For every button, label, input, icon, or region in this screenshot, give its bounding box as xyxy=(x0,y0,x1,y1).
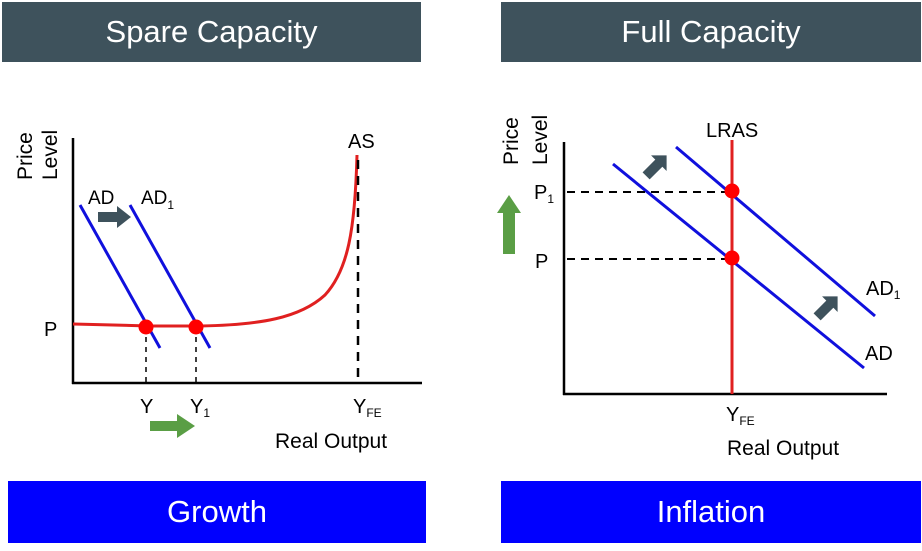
equilibrium-point-y xyxy=(138,319,154,335)
left-y-axis-label-level: Level xyxy=(39,130,62,180)
ad-line-right xyxy=(612,162,865,370)
ad-label: AD xyxy=(88,188,114,209)
p1-label: P1 xyxy=(534,182,554,206)
lras-label: LRAS xyxy=(706,120,758,142)
y-label: Y xyxy=(140,396,153,418)
output-growth-arrow-icon xyxy=(150,414,195,438)
ad-shift-arrow-icon xyxy=(98,206,131,228)
ad-label-right: AD xyxy=(865,343,893,365)
footer-growth: Growth xyxy=(8,481,426,543)
left-y-axis-label-price: Price xyxy=(14,132,37,180)
equilibrium-point-y1 xyxy=(188,319,204,335)
right-y-axis-label-price: Price xyxy=(500,117,523,165)
header-full-capacity: Full Capacity xyxy=(501,2,921,62)
footer-inflation: Inflation xyxy=(501,481,921,543)
right-x-axis-label: Real Output xyxy=(727,437,839,460)
ad-shift-arrow-upper-icon xyxy=(642,155,667,180)
left-price-label: P xyxy=(44,319,57,341)
right-y-axis-label-level: Level xyxy=(529,115,552,165)
as-curve xyxy=(72,154,359,328)
p-label: P xyxy=(535,251,548,273)
ad1-label: AD1 xyxy=(141,188,174,212)
right-yfe-label: YFE xyxy=(726,404,755,428)
y1-label: Y1 xyxy=(190,396,210,420)
price-rise-arrow-icon xyxy=(497,195,521,254)
as-label: AS xyxy=(348,131,375,153)
spare-capacity-diagram: Price Level P AD AD1 AS Y Y1 YFE Real Ou… xyxy=(14,130,422,453)
ad1-line-right xyxy=(675,145,876,318)
left-x-axis-label: Real Output xyxy=(275,430,387,453)
equilibrium-point-p1 xyxy=(724,183,740,199)
full-capacity-diagram: Price Level LRAS P1 P AD1 AD YFE Real Ou… xyxy=(497,115,901,460)
ad1-label-right: AD1 xyxy=(866,278,901,302)
header-spare-capacity: Spare Capacity xyxy=(2,2,421,62)
equilibrium-point-p xyxy=(724,250,740,266)
yfe-label: YFE xyxy=(353,396,382,420)
ad-shift-arrow-lower-icon xyxy=(813,296,838,321)
